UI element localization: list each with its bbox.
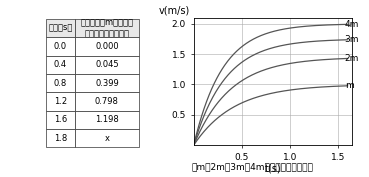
- Text: 2m: 2m: [345, 54, 359, 63]
- Text: 3m: 3m: [345, 35, 359, 44]
- Text: m: m: [345, 81, 354, 90]
- Text: 4m: 4m: [345, 20, 359, 29]
- Y-axis label: v(m/s): v(m/s): [159, 5, 190, 15]
- X-axis label: t(s): t(s): [265, 163, 282, 173]
- Text: （m、2m、3m、4m分别表示小球质量）: （m、2m、3m、4m分别表示小球质量）: [192, 163, 314, 172]
